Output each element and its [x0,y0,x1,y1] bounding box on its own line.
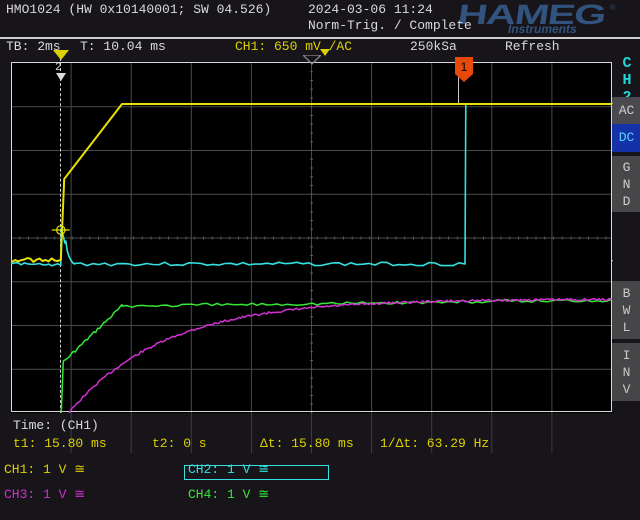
svg-text:®: ® [610,4,616,12]
svg-text:Instruments: Instruments [508,22,577,34]
